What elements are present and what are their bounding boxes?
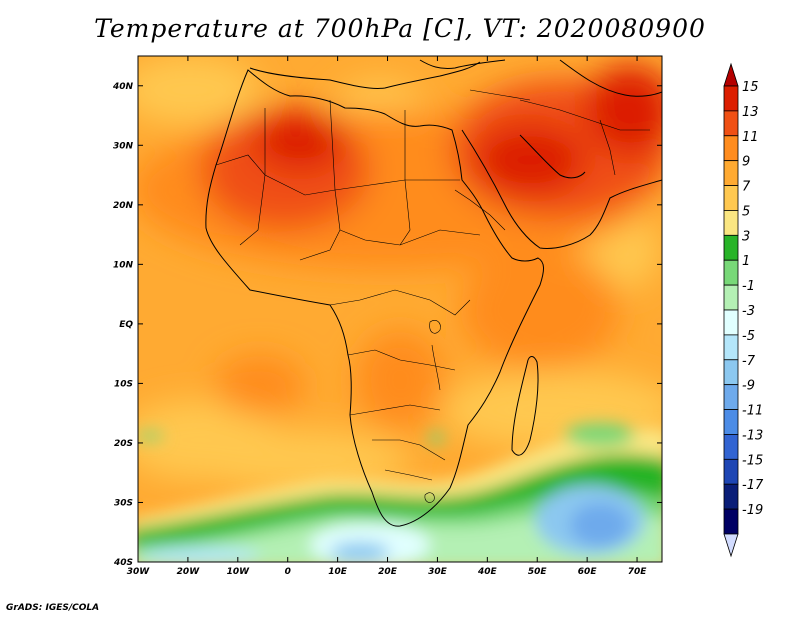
colorbar-swatch (723, 234, 739, 261)
colorbar-label: 5 (742, 204, 750, 219)
lon-label: 10W (227, 567, 251, 577)
lon-label: 30E (428, 567, 448, 577)
lon-label: 10E (328, 567, 348, 577)
colorbar-swatch (723, 110, 739, 137)
colorbar-label: -15 (742, 453, 763, 468)
colorbar-label: -5 (742, 329, 755, 344)
colorbar-label: -3 (742, 304, 755, 319)
lat-label: 40N (112, 82, 134, 92)
colorbar-label: -11 (742, 404, 763, 419)
colorbar-label: -19 (742, 503, 763, 518)
colorbar-swatch (723, 210, 739, 236)
grads-credit: GrADS: IGES/COLA (6, 603, 100, 613)
country-borders (215, 89, 650, 503)
lon-label: 0 (285, 567, 291, 577)
temperature-field (138, 56, 662, 562)
lat-label: 30S (114, 498, 133, 508)
colorbar-swatch (723, 185, 739, 211)
colorbar-swatch (723, 359, 739, 386)
lon-label: 40E (477, 567, 498, 577)
colorbar-label: 11 (742, 130, 759, 145)
map-title: Temperature at 700hPa [C], VT: 202008090… (94, 14, 706, 43)
colorbar-label: -1 (742, 279, 755, 294)
colorbar-label: 9 (742, 155, 750, 170)
colorbar-label: -17 (742, 478, 764, 493)
lat-label: EQ (119, 320, 133, 330)
lon-label: 20W (177, 567, 201, 577)
map-border (137, 55, 663, 563)
colorbar-swatch (723, 334, 739, 361)
colorbar-swatch (723, 85, 739, 112)
colorbar-label: 13 (742, 105, 759, 120)
lon-label: 70E (628, 567, 648, 577)
colorbar-label: -13 (742, 428, 763, 443)
colorbar-label: 7 (742, 180, 751, 195)
lat-label: 30N (113, 141, 134, 151)
lon-label: 60E (578, 567, 598, 577)
colorbar-swatch (723, 259, 739, 286)
colorbar-label: 3 (742, 229, 750, 244)
lat-label: 40S (113, 558, 133, 568)
colorbar-label: 15 (742, 80, 759, 95)
colorbar-bottom-arrow (723, 533, 739, 558)
colorbar-swatch (723, 409, 739, 435)
lat-label: 20N (113, 201, 134, 211)
lon-label: 30W (127, 567, 151, 577)
colorbar-swatch (723, 384, 739, 410)
colorbar: 15 13 11 9 7 5 3 1 -1 -3 -5 -7 -9 -11 -13 -15 -17 -19 (723, 62, 764, 558)
lat-label: 20S (114, 439, 133, 449)
colorbar-swatch (723, 135, 739, 162)
lon-label: 20E (378, 567, 398, 577)
colorbar-label: 1 (742, 254, 750, 269)
colorbar-swatch (723, 508, 739, 535)
lat-label: 10N (113, 260, 134, 270)
colorbar-swatch (723, 483, 739, 510)
colorbar-label: -9 (742, 379, 755, 394)
colorbar-swatch (723, 434, 739, 460)
colorbar-swatch (723, 458, 739, 485)
colorbar-label: -7 (742, 354, 756, 369)
colorbar-swatch (723, 309, 739, 336)
lat-label: 10S (114, 379, 133, 389)
colorbar-top-arrow (723, 62, 739, 87)
lon-label: 50E (528, 567, 548, 577)
colorbar-swatch (723, 284, 739, 311)
coastlines (205, 59, 662, 527)
colorbar-swatch (723, 160, 739, 186)
